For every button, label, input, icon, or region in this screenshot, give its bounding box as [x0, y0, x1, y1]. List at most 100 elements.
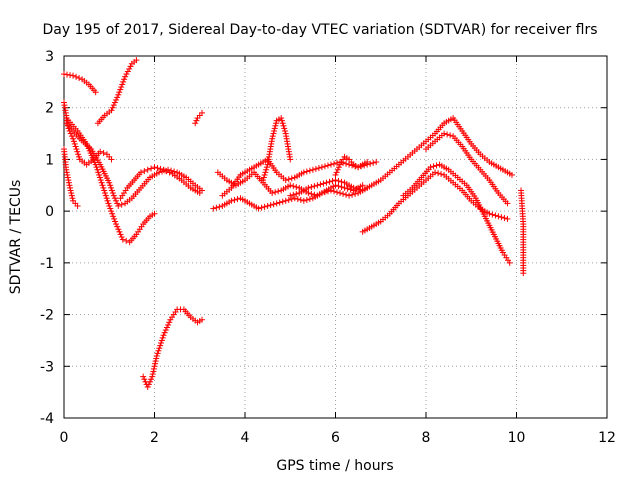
data-point [508, 171, 515, 178]
data-point [192, 120, 199, 127]
data-point [271, 127, 278, 134]
x-tick-label: 2 [150, 430, 159, 446]
data-point [352, 190, 359, 197]
y-tick-label: -4 [40, 411, 54, 427]
data-point [98, 179, 105, 186]
data-point [101, 187, 108, 194]
data-point [255, 205, 262, 212]
data-point [118, 201, 125, 208]
data-point [433, 162, 440, 169]
data-point [144, 166, 151, 173]
data-point [95, 169, 102, 176]
data-point [74, 202, 81, 209]
data-point [121, 76, 128, 83]
data-point [70, 135, 77, 142]
data-point [61, 71, 67, 78]
x-tick-label: 6 [331, 430, 340, 446]
data-point [117, 86, 124, 93]
data-point [279, 198, 286, 205]
data-point [343, 160, 350, 167]
data-point [270, 130, 277, 137]
y-tick-label: -2 [40, 308, 54, 324]
data-point [63, 169, 70, 176]
data-point [356, 186, 363, 193]
y-tick-label: 0 [45, 204, 54, 220]
data-point [157, 165, 164, 172]
data-point [199, 316, 206, 323]
data-point [65, 177, 72, 184]
data-point [370, 159, 377, 166]
data-point [96, 171, 103, 178]
data-point [504, 200, 511, 207]
data-point [495, 213, 502, 220]
data-point [141, 168, 148, 175]
data-point [260, 174, 267, 181]
data-point [338, 178, 345, 185]
data-point [309, 166, 316, 173]
data-point [163, 324, 170, 331]
data-point [263, 166, 270, 173]
data-point [287, 156, 294, 163]
data-point [107, 205, 114, 212]
data-point [108, 107, 115, 114]
data-point [68, 190, 75, 197]
data-point [149, 371, 156, 378]
data-point [100, 149, 107, 156]
data-point [315, 165, 322, 172]
data-point [148, 376, 155, 383]
data-point [272, 122, 279, 129]
data-point [115, 202, 122, 209]
data-point [337, 190, 344, 197]
data-point [193, 117, 200, 124]
data-point [108, 208, 115, 215]
data-point [114, 223, 121, 230]
x-tick-labels: 0 2 4 6 8 10 12 [60, 430, 616, 446]
data-point [97, 148, 104, 155]
data-point [92, 89, 99, 96]
data-point [67, 187, 74, 194]
data-point [300, 197, 307, 204]
data-point [145, 381, 152, 388]
data-point [275, 188, 282, 195]
data-point [97, 177, 104, 184]
data-point [166, 169, 173, 176]
data-point [332, 182, 339, 189]
data-point [102, 190, 109, 197]
data-point [323, 179, 330, 186]
data-point [140, 373, 147, 380]
data-point [118, 84, 125, 91]
data-points [61, 57, 527, 390]
data-point [70, 72, 77, 79]
data-point [498, 214, 505, 221]
data-point [346, 192, 353, 199]
axis-ticks [63, 55, 608, 419]
data-point [501, 215, 508, 222]
data-point [76, 75, 83, 82]
data-point [353, 185, 360, 192]
data-point [124, 68, 131, 75]
data-point [154, 350, 161, 357]
x-tick-label: 12 [598, 430, 616, 446]
data-point [270, 201, 277, 208]
data-point [294, 196, 301, 203]
data-point [119, 81, 126, 88]
data-point [149, 373, 156, 380]
data-point [64, 71, 71, 78]
data-point [306, 196, 313, 203]
data-point [349, 191, 356, 198]
data-point [156, 345, 163, 352]
data-point [332, 177, 339, 184]
data-point [158, 340, 165, 347]
data-point [311, 191, 318, 198]
data-point [272, 189, 279, 196]
data-point [330, 160, 337, 167]
data-point [213, 204, 220, 211]
data-point [100, 184, 107, 191]
data-point [155, 347, 162, 354]
data-point [110, 192, 117, 199]
data-point [156, 169, 163, 176]
data-point [280, 122, 287, 129]
data-point [116, 228, 123, 235]
data-point [158, 337, 165, 344]
data-point [308, 184, 315, 191]
